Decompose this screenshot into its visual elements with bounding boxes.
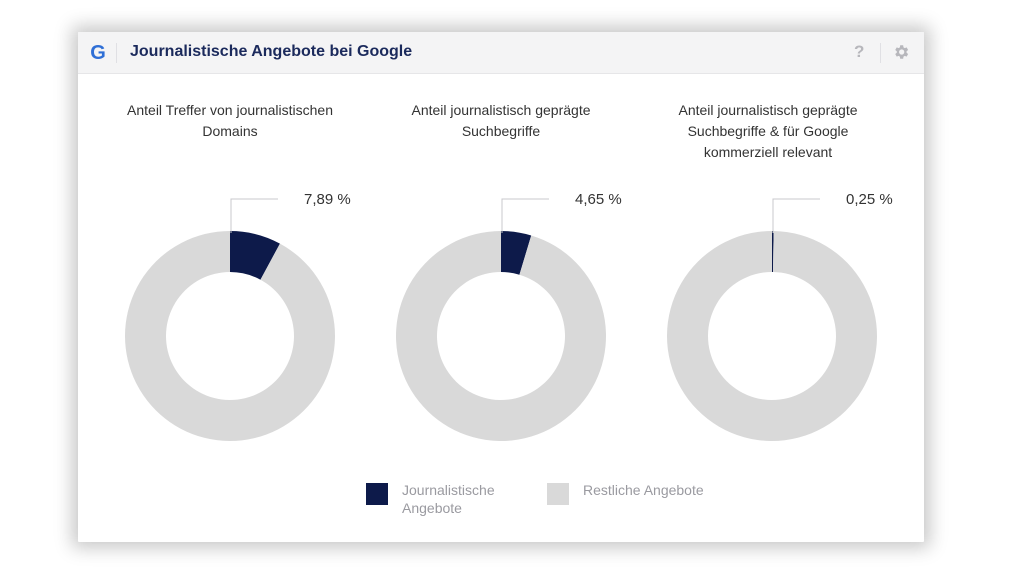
widget-title: Journalistische Angebote bei Google [130,43,413,60]
chart-1-title: Anteil Treffer von journalistischen Doma… [127,102,333,139]
legend-label-rest: Restliche Angebote [583,482,704,498]
gear-icon[interactable] [892,43,910,61]
chart-1-leader-line [230,198,278,233]
chart-2-slice-journalistic [501,231,532,275]
widget-card: G Journalistische Angebote bei Google ? … [78,32,924,542]
donut-charts: 7,89 % 4,65 % 0,25 % [124,191,893,442]
chart-1-data-label: 7,89 % [304,191,351,208]
help-icon[interactable]: ? [854,42,865,61]
chart-3-data-label: 0,25 % [846,191,893,208]
chart-2-leader-line [501,198,549,233]
google-g-icon: G [90,42,106,63]
chart-2-title: Anteil journalistisch geprägte Suchbegri… [411,102,591,139]
legend-label-journalistic: Journalistische Angebote [402,482,495,516]
widget-header: G Journalistische Angebote bei Google ? [78,32,924,74]
chart-3-title: Anteil journalistisch geprägte Suchbegri… [678,102,858,160]
chart-3-slice-journalistic [772,231,774,273]
chart-1-slice-rest [124,231,335,442]
chart-3-slice-rest [666,231,877,442]
google-g-letter: G [90,42,106,63]
header-divider-right [880,43,881,63]
chart-3-leader-line [772,198,820,233]
chart-1-slice-journalistic [230,231,280,280]
header-divider [116,43,117,63]
legend-swatch-journalistic [366,483,388,505]
chart-2-slice-rest [396,231,606,441]
chart-2-data-label: 4,65 % [575,191,622,208]
legend-swatch-rest [547,483,569,505]
